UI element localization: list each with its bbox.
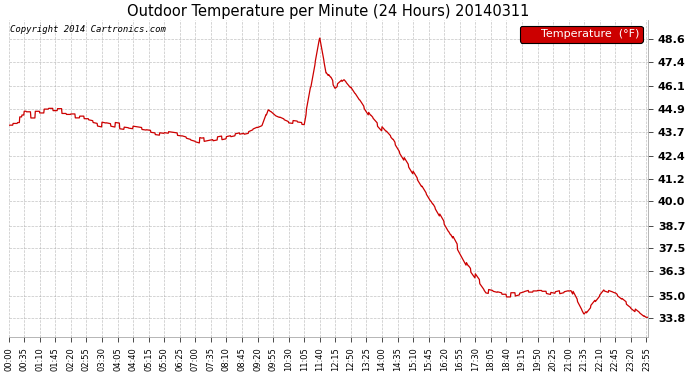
Temperature  (°F) (428, 202, 437, 206)
Temperature  (°F) (315, 36, 324, 40)
Temperature  (°F) (512, 294, 520, 298)
Temperature  (°F) (5, 123, 13, 128)
Legend: Temperature  (°F): Temperature (°F) (520, 26, 642, 42)
Temperature  (°F) (147, 130, 155, 135)
Temperature  (°F) (644, 315, 652, 320)
Temperature  (°F) (218, 137, 226, 142)
Temperature  (°F) (131, 124, 139, 129)
Line: Temperature  (°F): Temperature (°F) (9, 38, 648, 317)
Temperature  (°F) (569, 292, 577, 296)
Text: Copyright 2014 Cartronics.com: Copyright 2014 Cartronics.com (10, 25, 166, 34)
Title: Outdoor Temperature per Minute (24 Hours) 20140311: Outdoor Temperature per Minute (24 Hours… (127, 4, 530, 19)
Temperature  (°F) (642, 315, 650, 320)
